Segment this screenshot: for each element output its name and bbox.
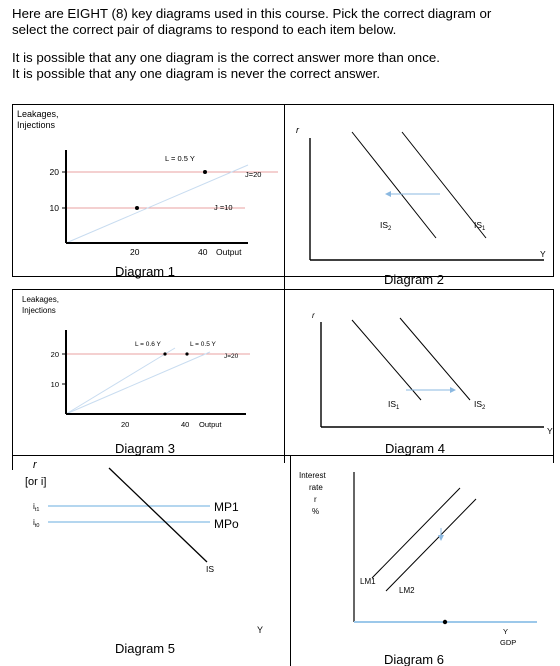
d3-leak-steep-label: L = 0.6 Y [135, 341, 162, 348]
d6-point [442, 619, 448, 625]
d3-leakage-steep [65, 347, 176, 415]
d3-ylabel-2: Injections [22, 306, 56, 315]
d2-xlabel: Y [540, 249, 546, 259]
d4-is2-label: IS2 [474, 399, 486, 411]
d2-is2-curve [351, 131, 437, 239]
d2-is1-curve [401, 131, 487, 239]
d6-lm1-curve [371, 487, 461, 579]
d3-xlabel: Output [199, 420, 222, 429]
d1-ylabel-2: Injections [17, 120, 56, 130]
d6-ylabel-1: Interest [299, 471, 326, 480]
d3-ylabel-1: Leakages, [22, 295, 59, 304]
d5-tick-it0: it0 [33, 517, 39, 529]
diagram-4: r IS1 IS2 Y Diagram 4 [312, 311, 553, 456]
d3-point-40 [185, 352, 189, 356]
d5-caption: Diagram 5 [115, 641, 175, 656]
d6-lm2-curve [385, 498, 477, 592]
d6-ylabel-4: % [312, 507, 319, 516]
d6-caption: Diagram 6 [384, 652, 444, 666]
d1-injection-low-label: J =10 [214, 203, 233, 212]
d1-leakage-label: L = 0.5 Y [165, 154, 195, 163]
d6-lm1-label: LM1 [360, 577, 376, 586]
d3-leakage-flat [65, 351, 211, 415]
diagram-2: r IS2 IS1 Y Diagram 2 [296, 125, 546, 287]
d1-point-40 [203, 170, 207, 174]
instruction-line-2: select the correct pair of diagrams to r… [12, 22, 397, 37]
d2-ylabel: r [296, 125, 300, 135]
grid-lines [12, 104, 554, 666]
d4-ylabel: r [312, 311, 315, 320]
d1-xtick-40: 40 [198, 247, 208, 257]
d5-ylabel-1: r [33, 459, 38, 471]
diagram-5: r [or i] it1 it0 MP1 MPo IS Y Diagram 5 [25, 459, 263, 656]
d1-leakage-line [65, 164, 249, 244]
d4-caption: Diagram 4 [385, 441, 445, 456]
d4-xlabel: Y [547, 426, 553, 436]
instructions: Here are EIGHT (8) key diagrams used in … [12, 6, 552, 82]
d3-ytick-20: 20 [51, 350, 59, 359]
d5-ylabel-2: [or i] [25, 476, 46, 488]
d3-ytick-10: 10 [51, 380, 59, 389]
d3-xtick-40: 40 [181, 420, 189, 429]
instruction-line-4: It is possible that any one diagram is n… [12, 66, 381, 81]
d6-ylabel-2: rate [309, 483, 323, 492]
d5-is-label: IS [206, 564, 214, 574]
d3-point-20 [163, 352, 167, 356]
d1-xlabel: Output [216, 247, 242, 257]
d6-lm2-label: LM2 [399, 586, 415, 595]
d6-ylabel-3: r [314, 495, 317, 504]
d1-ytick-10: 10 [50, 203, 60, 213]
d4-is1-curve [351, 319, 422, 401]
instruction-line-1: Here are EIGHT (8) key diagrams used in … [12, 6, 492, 21]
d1-point-20 [135, 206, 139, 210]
d2-caption: Diagram 2 [384, 272, 444, 287]
d4-is2-curve [399, 317, 471, 401]
d3-caption: Diagram 3 [115, 441, 175, 456]
d5-xlabel: Y [257, 625, 263, 635]
d4-is1-label: IS1 [388, 399, 400, 411]
d2-is2-label: IS2 [380, 220, 392, 232]
d6-xlabel-1: Y [503, 627, 508, 636]
d5-is-curve [108, 467, 208, 563]
diagram-6: Interest rate r % LM1 LM2 Y GDP Diagram … [299, 471, 537, 666]
d1-xtick-20: 20 [130, 247, 140, 257]
d2-is1-label: IS1 [474, 220, 486, 232]
d6-xlabel-2: GDP [500, 638, 516, 647]
d1-caption: Diagram 1 [115, 264, 175, 279]
d3-leak-flat-label: L = 0.5 Y [190, 341, 217, 348]
diagram-3: Leakages, Injections 20 10 20 40 Output … [22, 295, 250, 456]
d3-injection-label: J=20 [224, 353, 239, 360]
instruction-line-3: It is possible that any one diagram is t… [12, 50, 440, 65]
d1-injection-high-label: J=20 [245, 170, 261, 179]
d1-ytick-20: 20 [50, 167, 60, 177]
d1-ylabel-1: Leakages, [17, 109, 59, 119]
d5-mp0-label: MPo [214, 517, 239, 531]
d3-xtick-20: 20 [121, 420, 129, 429]
d5-mp1-label: MP1 [214, 500, 239, 514]
d5-tick-it1: it1 [33, 501, 39, 513]
diagram-1: Leakages, Injections 20 10 20 40 Output … [17, 109, 278, 279]
